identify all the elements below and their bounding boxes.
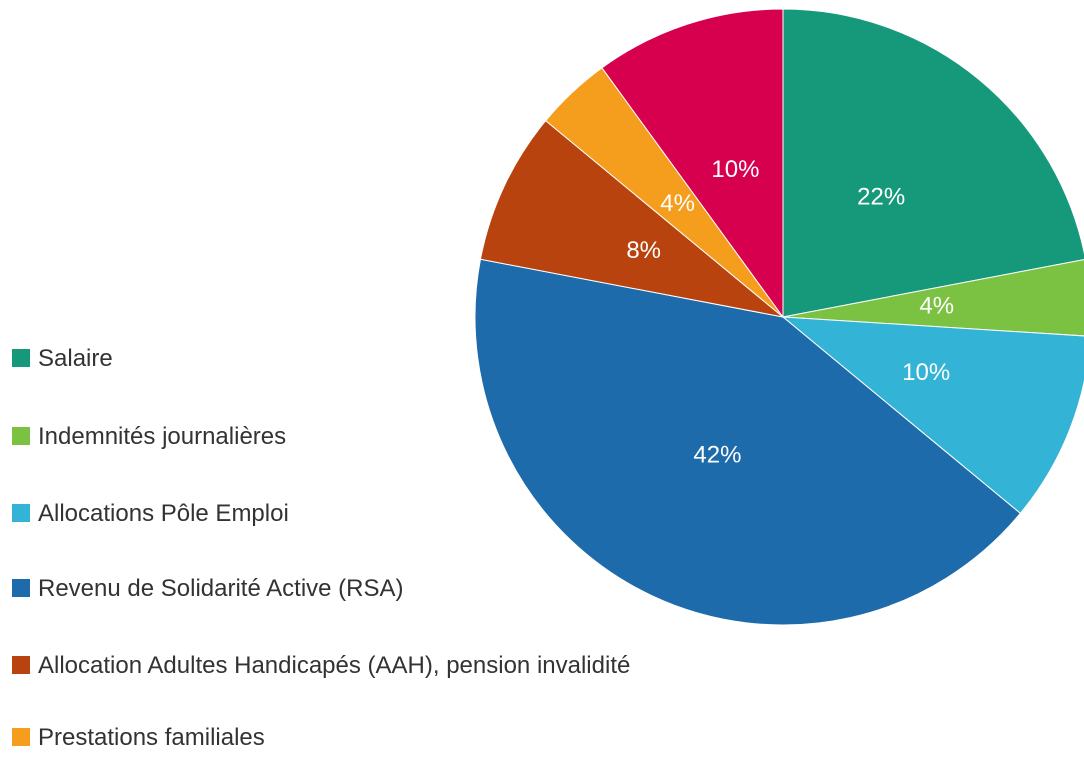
legend-label: Allocations Pôle Emploi xyxy=(38,500,289,527)
legend-entry: Revenu de Solidarité Active (RSA) xyxy=(12,574,652,603)
data-label: 8% xyxy=(626,237,661,264)
legend-entry: Prestations familiales xyxy=(12,723,652,752)
legend-swatch xyxy=(12,728,30,746)
legend-label: Prestations familiales xyxy=(38,724,265,751)
pie-slice xyxy=(782,8,1084,318)
legend-swatch xyxy=(12,427,30,445)
legend-entry: Salaire xyxy=(12,344,652,373)
legend-swatch xyxy=(12,349,30,367)
legend-entry: Indemnités journalières xyxy=(12,422,652,451)
data-label: 4% xyxy=(660,190,695,217)
legend-entry: Allocation Adultes Handicapés (AAH), pen… xyxy=(12,651,652,680)
pie-slice xyxy=(474,258,1022,626)
legend-swatch xyxy=(12,656,30,674)
data-label: 10% xyxy=(711,156,759,183)
data-label: 10% xyxy=(902,359,950,386)
legend-label: Revenu de Solidarité Active (RSA) xyxy=(38,575,404,602)
data-label: 42% xyxy=(693,442,741,469)
legend-label: Salaire xyxy=(38,345,113,372)
legend-label: Indemnités journalières xyxy=(38,423,287,450)
pie-slice xyxy=(479,119,784,318)
legend-swatch xyxy=(12,504,30,522)
pie-slice xyxy=(781,316,1084,515)
pie-slice xyxy=(782,259,1084,337)
data-label: 22% xyxy=(857,184,905,211)
legend-entry: Allocations Pôle Emploi xyxy=(12,499,652,528)
pie-slice xyxy=(601,8,784,319)
data-label: 4% xyxy=(919,293,954,320)
legend-label: Allocation Adultes Handicapés (AAH), pen… xyxy=(38,652,631,679)
legend-swatch xyxy=(12,579,30,597)
